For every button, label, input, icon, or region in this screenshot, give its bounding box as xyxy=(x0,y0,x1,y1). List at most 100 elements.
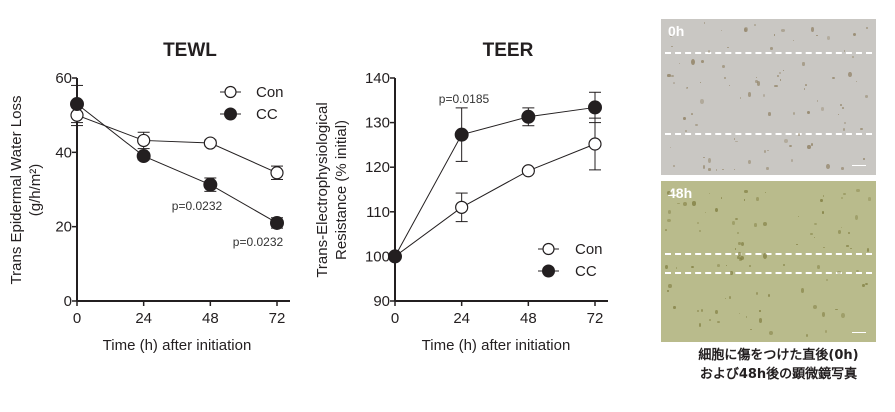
cell-speck xyxy=(716,263,721,268)
cell-speck xyxy=(805,84,808,86)
cell-speck xyxy=(744,27,747,32)
tewl-cc-series-line xyxy=(76,103,278,224)
cell-speck xyxy=(683,116,686,121)
cell-speck xyxy=(755,80,758,84)
tewl-ylabel-line1: Trans Epidermal Water Loss xyxy=(8,96,25,285)
teer-xtick-label: 24 xyxy=(453,310,470,327)
tewl-legend: Con CC xyxy=(220,84,284,123)
tewl-ylabel-units: (g/h/m²) xyxy=(27,164,44,217)
cell-speck xyxy=(745,316,747,318)
cell-speck xyxy=(735,217,739,221)
cell-speck xyxy=(699,322,702,327)
wound-edge-bottom-0h xyxy=(665,133,872,135)
teer-con-data-point xyxy=(521,164,535,178)
cell-speck xyxy=(733,138,735,140)
cell-speck xyxy=(806,144,811,150)
teer-ylabel-line2: Resistance (% initial) xyxy=(333,120,350,260)
cell-speck xyxy=(762,93,766,98)
cell-speck xyxy=(823,246,825,249)
cell-speck xyxy=(724,297,727,300)
micrograph-caption-line2: および48h後の顕微鏡写真 xyxy=(699,367,858,382)
cell-speck xyxy=(735,140,738,143)
cell-speck xyxy=(763,222,767,227)
wound-edge-bottom-48h xyxy=(665,272,872,274)
cell-speck xyxy=(863,158,865,161)
cell-speck xyxy=(810,143,813,146)
cell-speck xyxy=(672,305,676,310)
teer-con-series-line xyxy=(394,143,596,257)
teer-ytick-label: 110 xyxy=(366,204,390,221)
cell-speck xyxy=(702,165,706,169)
cell-speck xyxy=(766,167,769,170)
cell-speck xyxy=(812,305,817,310)
tewl-ylabel: Trans Epidermal Water Loss (g/h/m²) xyxy=(8,96,44,285)
cell-speck xyxy=(838,113,840,116)
cell-speck xyxy=(851,55,855,59)
cell-speck xyxy=(763,252,768,259)
cell-speck xyxy=(756,292,759,295)
tewl-title: TEWL xyxy=(163,40,217,61)
cell-speck xyxy=(737,232,739,235)
cell-speck xyxy=(814,237,816,239)
cell-speck xyxy=(739,97,742,99)
cell-speck xyxy=(842,127,845,131)
cell-speck xyxy=(755,77,757,79)
cell-speck xyxy=(815,34,818,37)
cell-speck xyxy=(854,214,859,221)
cell-speck xyxy=(708,157,712,163)
cell-speck xyxy=(685,86,689,89)
teer-con-data-point xyxy=(455,200,469,214)
tewl-ytick-label: 20 xyxy=(55,219,72,236)
cell-speck xyxy=(842,107,844,110)
cell-speck xyxy=(773,34,776,37)
tewl-xlabel: Time (h) after initiation xyxy=(103,337,252,354)
charts-canvas: TEWL Trans Epidermal Water Loss (g/h/m²)… xyxy=(8,40,608,354)
cell-speck xyxy=(862,284,865,287)
teer-xlabel: Time (h) after initiation xyxy=(422,337,571,354)
tewl-legend-con-label: Con xyxy=(256,84,284,101)
cell-speck xyxy=(779,79,782,81)
teer-marks xyxy=(388,91,602,264)
teer-ylabel: Trans-Electrophysiological Resistance (%… xyxy=(314,102,350,277)
tewl-pvalue-48h: p=0.0232 xyxy=(172,199,223,213)
cell-speck xyxy=(848,231,850,234)
cell-speck xyxy=(748,91,752,97)
wound-edge-top-0h xyxy=(665,52,872,54)
tewl-marks xyxy=(70,84,284,230)
cell-speck xyxy=(685,130,688,133)
cell-speck xyxy=(735,248,737,250)
cell-speck xyxy=(803,88,806,90)
cell-speck xyxy=(806,110,811,115)
cell-speck xyxy=(756,81,760,86)
cell-speck xyxy=(732,220,735,225)
cell-speck xyxy=(759,318,763,323)
cell-speck xyxy=(774,84,778,88)
cell-speck xyxy=(848,71,852,78)
cell-speck xyxy=(850,248,852,250)
cell-speck xyxy=(726,264,728,266)
cell-speck xyxy=(665,228,667,231)
cell-speck xyxy=(665,264,668,269)
cell-speck xyxy=(700,99,705,104)
cell-speck xyxy=(747,159,751,164)
cell-speck xyxy=(778,72,782,74)
tewl-ytick-label: 40 xyxy=(55,144,72,161)
cell-speck xyxy=(737,251,741,257)
scale-bar-48h xyxy=(852,332,866,333)
cell-speck xyxy=(699,82,701,83)
teer-xtick-label: 72 xyxy=(587,310,604,327)
cell-speck xyxy=(690,266,694,268)
teer-ytick-label: 140 xyxy=(365,70,390,87)
cell-speck xyxy=(716,168,718,171)
cell-speck xyxy=(802,62,805,66)
cell-speck xyxy=(700,59,705,64)
tewl-con-data-point xyxy=(203,136,217,150)
cell-speck xyxy=(671,75,675,77)
cell-speck xyxy=(670,36,673,38)
cell-speck xyxy=(696,221,699,224)
cell-speck xyxy=(839,104,842,107)
tewl-cc-data-point xyxy=(70,97,84,112)
cell-speck xyxy=(768,294,771,298)
cell-speck xyxy=(753,223,757,227)
cell-speck xyxy=(667,218,672,222)
